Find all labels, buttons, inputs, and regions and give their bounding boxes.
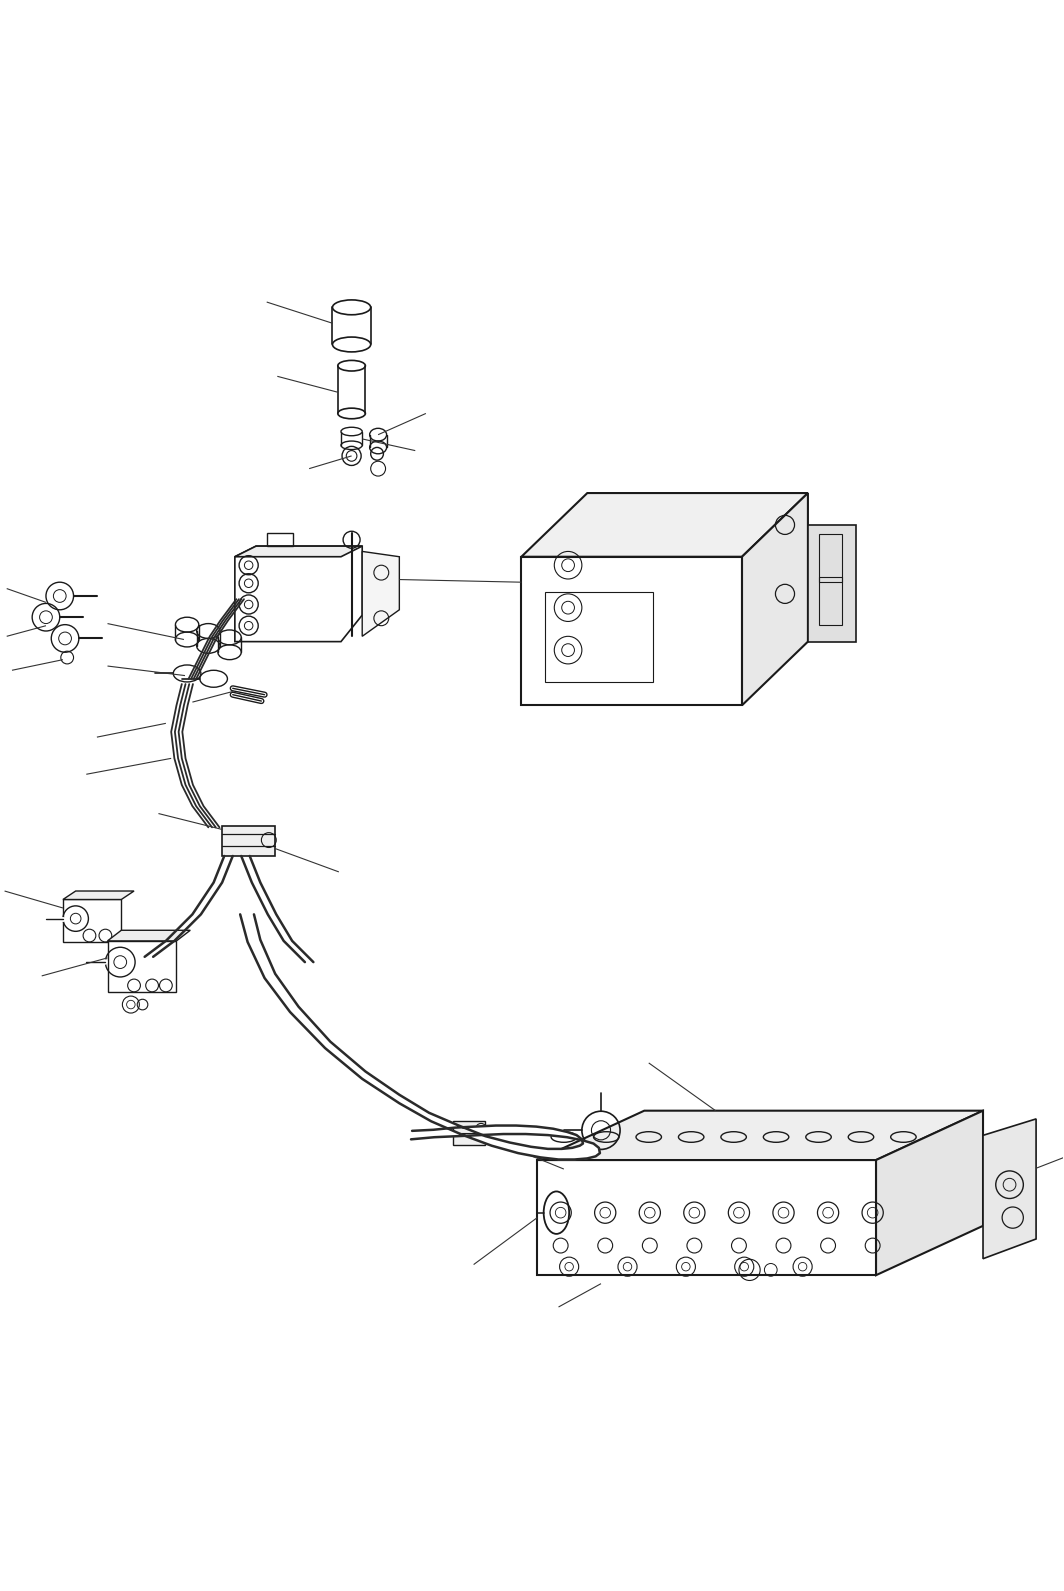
Polygon shape — [521, 493, 808, 557]
Polygon shape — [235, 546, 362, 641]
Bar — [453, 1122, 485, 1144]
Bar — [818, 578, 842, 625]
Polygon shape — [983, 1118, 1036, 1258]
Polygon shape — [537, 1111, 983, 1160]
Polygon shape — [63, 891, 134, 899]
Polygon shape — [876, 1111, 983, 1274]
Polygon shape — [362, 552, 399, 636]
Polygon shape — [808, 525, 855, 641]
Polygon shape — [235, 546, 362, 557]
Polygon shape — [521, 557, 742, 705]
Bar — [222, 826, 276, 856]
Polygon shape — [742, 493, 808, 705]
Polygon shape — [240, 915, 600, 1160]
Bar — [267, 533, 294, 546]
Polygon shape — [107, 931, 190, 940]
Polygon shape — [107, 940, 177, 991]
Bar — [545, 592, 652, 683]
Polygon shape — [537, 1160, 876, 1274]
Bar — [818, 535, 842, 582]
Polygon shape — [63, 899, 121, 942]
